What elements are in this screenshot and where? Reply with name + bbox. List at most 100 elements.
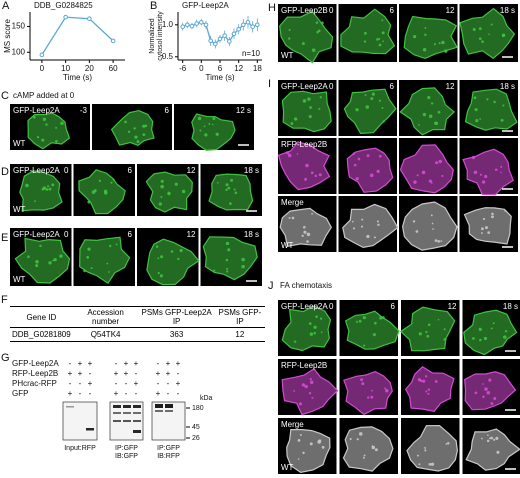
- cell: [340, 8, 396, 55]
- table-cell: 363: [138, 327, 215, 342]
- speckle: [229, 202, 232, 205]
- speckle: [34, 200, 36, 202]
- channel-label: Merge: [281, 420, 304, 429]
- speckle: [493, 438, 496, 441]
- speckle: [474, 108, 478, 112]
- speckle: [136, 140, 140, 144]
- channel-label: RFP-Leep2B: [281, 140, 327, 149]
- speckle: [381, 316, 385, 320]
- strain-label: WT: [281, 463, 294, 472]
- speckle: [504, 209, 507, 212]
- time-label: 6: [391, 302, 396, 311]
- cell: [399, 144, 454, 194]
- speckle: [319, 317, 323, 320]
- speckle: [441, 174, 444, 178]
- speckle: [430, 214, 433, 217]
- speckle: [349, 437, 352, 441]
- band: [113, 420, 121, 422]
- speckle: [440, 240, 443, 243]
- speckle: [225, 183, 229, 187]
- speckle: [489, 437, 491, 440]
- speckle: [427, 388, 431, 391]
- speckle: [425, 390, 428, 393]
- speckle: [309, 332, 314, 336]
- cell: [343, 370, 393, 416]
- band: [123, 405, 131, 408]
- y-tick-label: 100: [12, 47, 26, 56]
- speckle: [422, 48, 427, 52]
- condition-sign: -: [69, 379, 72, 388]
- speckle: [486, 439, 490, 443]
- speckle: [484, 387, 488, 391]
- speckle: [381, 19, 384, 22]
- speckle: [293, 390, 296, 392]
- speckle: [321, 445, 325, 449]
- speckle: [301, 42, 305, 46]
- speckle: [174, 182, 178, 186]
- speckle: [479, 118, 482, 120]
- speckle: [363, 31, 367, 35]
- speckle: [90, 267, 93, 270]
- x-tick-label: 0: [199, 64, 204, 73]
- cell: [463, 309, 518, 356]
- speckle: [301, 383, 306, 387]
- x-axis-label: Time (s): [63, 73, 92, 82]
- speckle: [103, 191, 108, 195]
- speckle: [315, 21, 319, 24]
- speckle: [170, 250, 174, 253]
- panel-letter: J: [268, 280, 274, 292]
- y-axis-label: MS score: [3, 19, 12, 53]
- speckle: [382, 40, 385, 43]
- speckle: [53, 258, 57, 262]
- speckle: [112, 178, 115, 181]
- speckle: [41, 138, 45, 142]
- data-point: [241, 22, 246, 28]
- annotation: n=10: [242, 49, 261, 58]
- speckle: [376, 220, 379, 223]
- x-tick-label: 60: [109, 64, 118, 73]
- time-label: 6: [128, 166, 133, 175]
- speckle: [241, 264, 245, 269]
- blot-label: IB:GFP: [115, 453, 138, 460]
- speckle: [48, 187, 52, 191]
- x-tick-label: -6: [179, 64, 187, 73]
- speckle: [155, 245, 159, 248]
- condition-sign: +: [114, 389, 119, 398]
- speckle: [352, 227, 356, 230]
- speckle: [234, 191, 238, 194]
- condition-sign: +: [134, 359, 139, 368]
- speckle: [226, 267, 229, 270]
- cell: [401, 201, 458, 251]
- speckle: [47, 185, 50, 188]
- speckle: [160, 179, 164, 183]
- speckle: [287, 37, 291, 40]
- speckle: [420, 379, 423, 383]
- speckle: [297, 438, 301, 442]
- time-label: 6: [390, 6, 395, 15]
- condition-sign: +: [166, 359, 171, 368]
- speckle: [500, 165, 503, 168]
- time-label: 6: [165, 106, 170, 115]
- panel-letter: A: [2, 0, 10, 12]
- time-label: -3: [80, 106, 88, 115]
- speckle: [473, 96, 477, 100]
- cell: [281, 305, 332, 352]
- speckle: [305, 163, 309, 168]
- data-point: [63, 14, 68, 20]
- speckle: [179, 248, 183, 253]
- speckle: [27, 255, 30, 259]
- speckle: [482, 395, 485, 399]
- condition-label: GFP: [12, 389, 28, 398]
- speckle: [227, 186, 231, 190]
- cell: [463, 207, 512, 245]
- speckle: [378, 43, 382, 47]
- data-point: [203, 22, 209, 28]
- time-label: 12 s: [236, 106, 251, 115]
- data-point: [189, 23, 195, 29]
- speckle: [225, 241, 230, 246]
- speckle: [437, 318, 440, 321]
- speckle: [377, 223, 380, 227]
- speckle: [503, 335, 507, 339]
- band: [133, 412, 141, 414]
